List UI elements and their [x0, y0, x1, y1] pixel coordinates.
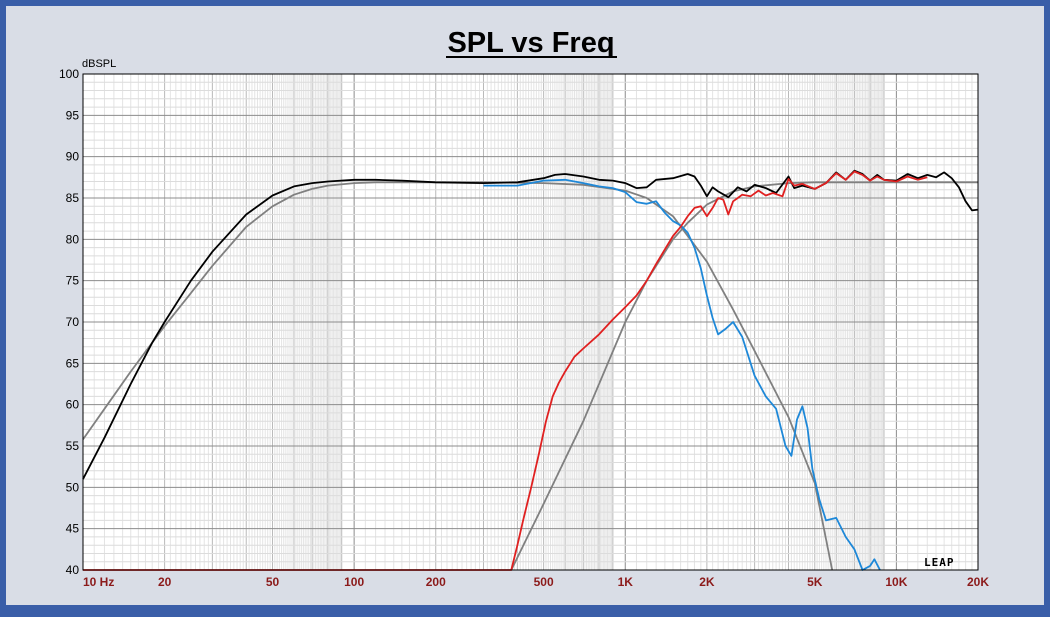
plot-border — [82, 73, 979, 571]
x-tick-label: 100 — [344, 575, 364, 589]
y-tick-label: 100 — [59, 67, 79, 81]
y-tick-label: 80 — [66, 232, 80, 246]
grid — [82, 73, 979, 571]
y-tick-label: 45 — [66, 522, 80, 536]
series-line-4 — [483, 178, 881, 571]
x-tick-label: 50 — [266, 575, 280, 589]
y-tick-label: 75 — [66, 274, 80, 288]
x-tick-label: 500 — [534, 575, 554, 589]
y-axis: 100 95 90 85 80 75 70 65 60 55 50 45 40 — [59, 67, 79, 577]
x-tick-label: 10 Hz — [83, 575, 114, 589]
x-tick-label: 5K — [807, 575, 823, 589]
x-tick-label: 20 — [158, 575, 172, 589]
y-tick-label: 85 — [66, 191, 80, 205]
y-tick-label: 70 — [66, 315, 80, 329]
x-tick-label: 1K — [618, 575, 634, 589]
chart-title: SPL vs Freq — [447, 27, 614, 59]
y-tick-label: 55 — [66, 439, 80, 453]
series-layer — [82, 169, 979, 571]
y-axis-label: dBSPL — [82, 58, 116, 70]
y-tick-label: 90 — [66, 150, 80, 164]
y-tick-label: 50 — [66, 480, 80, 494]
series-line-1 — [82, 181, 834, 571]
x-axis: 10 Hz 20 50 100 200 500 1K 2K 5K 10K 20K — [83, 575, 989, 589]
y-tick-label: 40 — [66, 563, 80, 577]
series-line-5 — [83, 170, 928, 571]
x-tick-label: 20K — [967, 575, 989, 589]
leap-logo: LEAP — [924, 556, 955, 569]
y-tick-label: 60 — [66, 398, 80, 412]
x-tick-label: 10K — [885, 575, 907, 589]
y-tick-label: 65 — [66, 356, 80, 370]
x-tick-label: 200 — [426, 575, 446, 589]
chart: SPL vs Freq 100959085807570656055504540 … — [59, 27, 989, 589]
y-tick-label: 95 — [66, 108, 80, 122]
x-tick-label: 2K — [699, 575, 715, 589]
